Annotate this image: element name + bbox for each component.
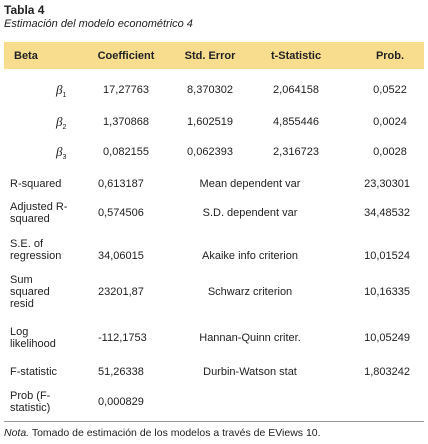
stat-value: 34,48532 bbox=[364, 207, 410, 219]
stat-label: R-squared bbox=[10, 178, 62, 190]
cell: 0,0024 bbox=[373, 116, 407, 128]
beta-symbol: β bbox=[56, 114, 63, 129]
stat-label: Sum squared resid bbox=[10, 274, 50, 310]
stat-label: Akaike info criterion bbox=[202, 250, 298, 262]
cell: 1,602519 bbox=[187, 116, 233, 128]
table-title: Tabla 4 bbox=[4, 3, 45, 17]
beta-label: β2 bbox=[56, 114, 66, 131]
header-band bbox=[4, 42, 424, 69]
header-cell: Prob. bbox=[375, 50, 405, 62]
stat-label: Log likelihood bbox=[10, 326, 56, 350]
stat-label: Adjusted R-squared bbox=[10, 201, 68, 225]
stat-label: Schwarz criterion bbox=[207, 286, 293, 298]
beta-symbol: β bbox=[56, 82, 63, 97]
cell: 17,27763 bbox=[103, 84, 149, 96]
stat-label: Hannan-Quinn criter. bbox=[199, 332, 301, 344]
cell: 2,064158 bbox=[273, 84, 319, 96]
cell: 0,0028 bbox=[373, 146, 407, 158]
beta-subscript: 2 bbox=[62, 124, 67, 132]
stat-value: 0,000829 bbox=[98, 396, 144, 408]
cell: 4,855446 bbox=[273, 116, 319, 128]
stat-label: Durbin-Watson stat bbox=[203, 366, 297, 378]
stat-value: 34,06015 bbox=[98, 250, 144, 262]
table-subtitle: Estimación del modelo econométrico 4 bbox=[4, 18, 193, 30]
stat-label: Mean dependent var bbox=[199, 178, 301, 190]
beta-symbol: β bbox=[56, 144, 63, 159]
beta-subscript: 1 bbox=[62, 92, 67, 100]
bottom-rule bbox=[4, 421, 424, 422]
stat-value: 10,01524 bbox=[364, 250, 410, 262]
cell: 0,0522 bbox=[373, 84, 407, 96]
stat-value: 23201,87 bbox=[98, 286, 144, 298]
header-cell: t-Statistic bbox=[270, 50, 322, 62]
stat-value: 10,05249 bbox=[364, 332, 410, 344]
stat-value: 0,574506 bbox=[98, 207, 144, 219]
stat-value: -112,1753 bbox=[98, 332, 147, 344]
cell: 2,316723 bbox=[273, 146, 319, 158]
stat-value: 1,803242 bbox=[364, 366, 410, 378]
beta-label: β1 bbox=[56, 82, 66, 99]
cell: 0,082155 bbox=[103, 146, 149, 158]
stat-value: 23,30301 bbox=[364, 178, 410, 190]
note-label: Nota. bbox=[4, 427, 30, 439]
stat-label: S.D. dependent var bbox=[202, 207, 298, 219]
cell: 1,370868 bbox=[103, 116, 149, 128]
stat-label: F-statistic bbox=[10, 366, 58, 378]
cell: 8,370302 bbox=[187, 84, 233, 96]
stat-label: S.E. of regression bbox=[10, 238, 62, 262]
beta-label: β3 bbox=[56, 144, 66, 161]
header-cell: Beta bbox=[14, 50, 38, 62]
header-cell: Std. Error bbox=[184, 50, 236, 62]
stat-label: Prob (F-statistic) bbox=[10, 390, 51, 414]
note-text: Tomado de estimación de los modelos a tr… bbox=[31, 427, 321, 439]
stat-value: 51,26338 bbox=[98, 366, 144, 378]
header-cell: Coefficient bbox=[97, 50, 155, 62]
cell: 0,062393 bbox=[187, 146, 233, 158]
note: Nota. Tomado de estimación de los modelo… bbox=[4, 427, 321, 439]
beta-subscript: 3 bbox=[62, 154, 67, 162]
stat-value: 0,613187 bbox=[98, 178, 144, 190]
stat-value: 10,16335 bbox=[364, 286, 410, 298]
